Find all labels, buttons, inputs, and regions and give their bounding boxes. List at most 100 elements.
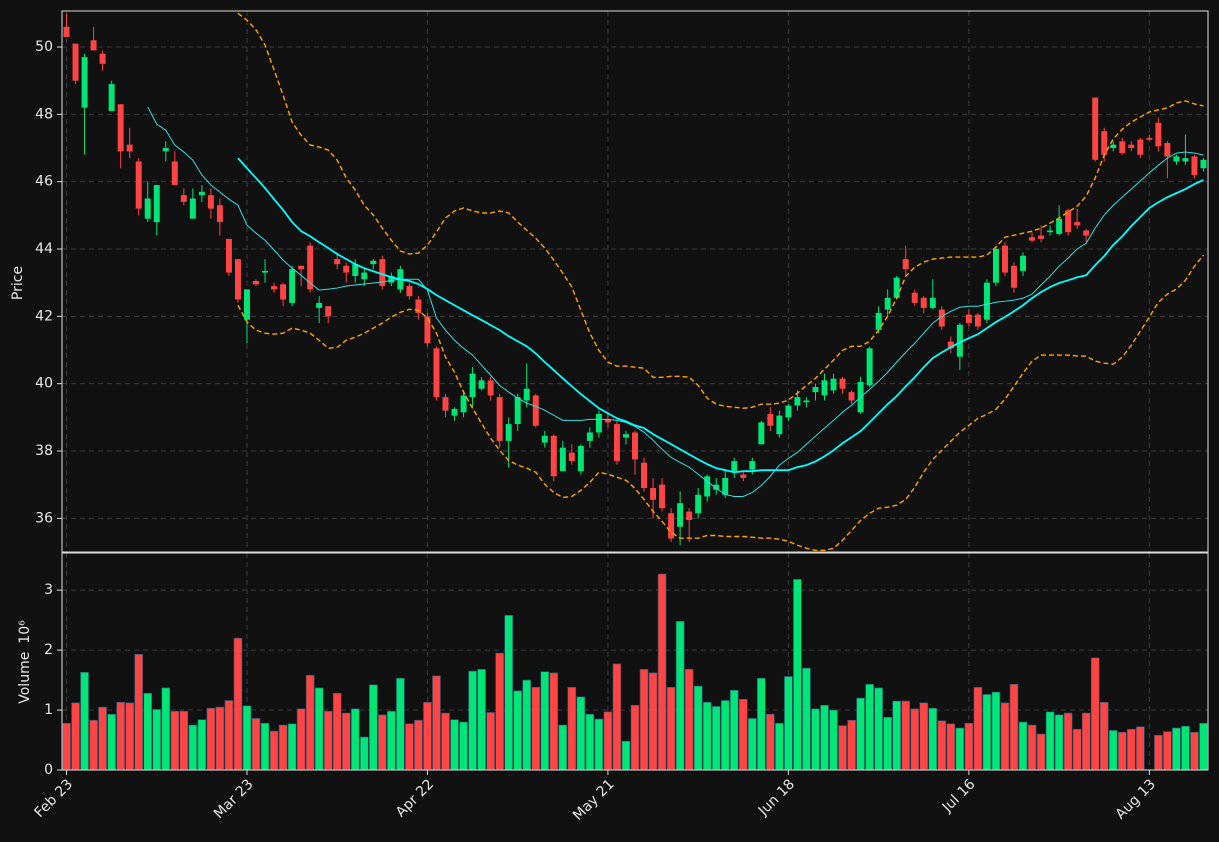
candle-body	[198, 191, 205, 196]
volume-bar	[1054, 714, 1064, 771]
candle-body	[938, 309, 945, 327]
candle-body	[117, 104, 124, 152]
candle-body	[1182, 158, 1189, 162]
candle-body	[1074, 222, 1081, 226]
candle-body	[262, 270, 269, 273]
y-tick-label: 36	[35, 510, 53, 526]
candle-body	[451, 408, 458, 416]
volume-bar	[369, 684, 378, 771]
candle-body	[767, 413, 774, 426]
volume-bar	[883, 716, 892, 771]
candle-body	[307, 245, 314, 290]
volume-bar	[982, 694, 992, 771]
volume-bar	[1127, 728, 1136, 771]
candle-body	[1047, 230, 1054, 233]
candle-body	[1011, 265, 1017, 288]
candle-body	[839, 378, 846, 389]
candle-body	[1164, 142, 1171, 157]
volume-bar	[486, 712, 495, 771]
candle-body	[893, 277, 900, 298]
volume-bar	[639, 668, 649, 771]
candle-body	[686, 511, 693, 521]
volume-bar	[1018, 721, 1028, 771]
candle-body	[415, 299, 422, 313]
candle-body	[343, 265, 350, 273]
candle-body	[1200, 159, 1207, 169]
volume-bar	[1045, 711, 1055, 771]
volume-bar	[1136, 726, 1145, 771]
candle-body	[704, 476, 711, 497]
candle-body	[830, 378, 837, 391]
candle-body	[758, 422, 765, 445]
candle-body	[586, 432, 593, 441]
moving-average-line	[147, 106, 1204, 497]
volume-bar	[793, 579, 802, 771]
volume-bar	[630, 704, 640, 771]
volume-bar	[621, 740, 631, 771]
candle-body	[568, 452, 575, 462]
candle-body	[505, 424, 512, 441]
candle-body	[866, 348, 873, 386]
band-line	[237, 12, 1204, 409]
candle-body	[902, 259, 909, 270]
volume-bar	[405, 723, 414, 771]
volume-bar	[558, 724, 568, 771]
candle-body	[388, 275, 395, 283]
candle-body	[884, 297, 891, 310]
candle-body	[541, 435, 548, 443]
volume-bar	[531, 686, 541, 771]
volume-bar	[360, 736, 369, 771]
volume-axis-label: Volume 10⁶	[17, 620, 33, 704]
candle-body	[126, 144, 133, 152]
volume-bar	[477, 668, 486, 771]
volume-bar	[350, 708, 360, 771]
volume-bar	[729, 689, 739, 771]
y-tick-label: 40	[35, 376, 53, 392]
volume-bar	[748, 718, 757, 771]
volume-bar	[296, 708, 306, 771]
candle-body	[622, 434, 629, 438]
candle-body	[108, 84, 115, 111]
volume-bar	[1081, 712, 1091, 771]
candle-body	[289, 269, 296, 303]
candle-body	[947, 341, 954, 349]
volume-bar	[179, 710, 189, 771]
candle-body	[559, 447, 566, 472]
volume-bar	[71, 702, 80, 771]
volume-bar	[847, 719, 856, 771]
volume-bar	[648, 672, 658, 771]
candle-body	[325, 306, 332, 317]
candle-body	[677, 503, 684, 527]
volume-bar	[910, 708, 920, 771]
volume-bar	[251, 718, 261, 771]
volume-label: Volume	[17, 652, 33, 704]
candle-body	[298, 265, 305, 270]
volume-bar	[757, 677, 766, 771]
y-tick-label: 38	[35, 443, 53, 459]
volume-bar	[387, 710, 396, 771]
volume-bar	[955, 727, 965, 771]
candle-body	[90, 40, 97, 51]
candle-body	[460, 395, 467, 413]
volume-bar	[838, 725, 847, 771]
volume-bar	[1090, 657, 1100, 771]
candle-body	[370, 260, 377, 265]
candle-body	[641, 462, 648, 489]
volume-bar	[89, 719, 98, 771]
volume-bar	[567, 686, 577, 771]
volume-bar	[1072, 728, 1082, 771]
volume-bar	[811, 708, 820, 771]
candle-body	[244, 289, 250, 320]
candle-body	[983, 282, 990, 320]
volume-bar	[784, 676, 793, 771]
candle-body	[207, 195, 214, 209]
y-tick-label: 1	[44, 702, 53, 718]
y-tick-label: 3	[44, 582, 53, 598]
volume-bar	[937, 720, 947, 771]
volume-bar	[1118, 731, 1127, 771]
volume-bar	[495, 652, 504, 771]
volume-bar	[125, 702, 134, 771]
price-axis-label: Price	[10, 266, 26, 300]
price-plot	[63, 12, 1207, 552]
